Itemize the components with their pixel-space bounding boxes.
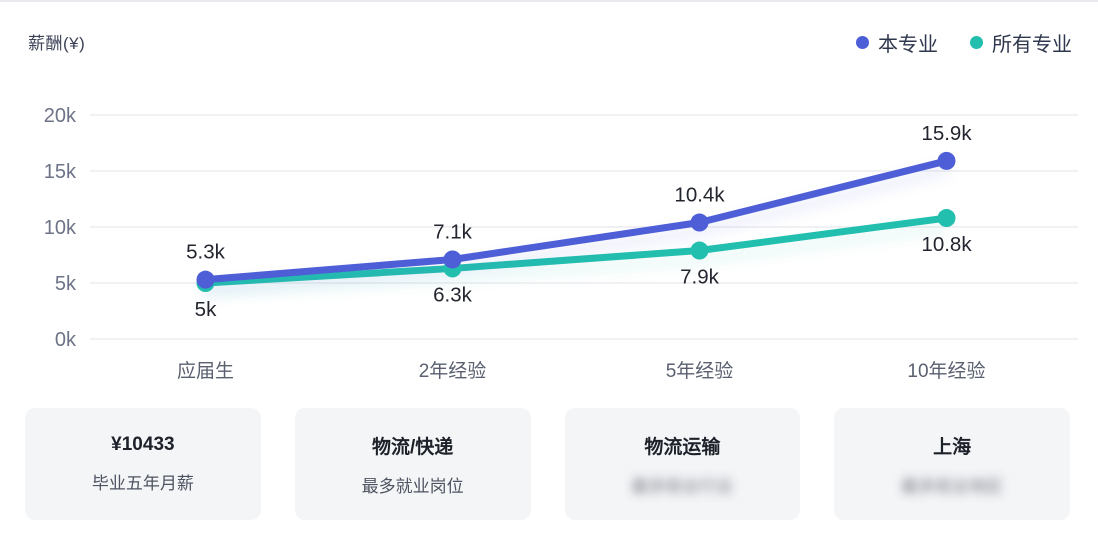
- svg-text:10年经验: 10年经验: [907, 360, 985, 382]
- stat-card-label: 最多就业地区: [901, 476, 1004, 496]
- stat-card-salary-5yr[interactable]: ¥10433 毕业五年月薪: [25, 408, 261, 520]
- svg-text:10.4k: 10.4k: [674, 184, 725, 207]
- legend-label-this-major: 本专业: [878, 34, 938, 56]
- svg-text:2年经验: 2年经验: [419, 360, 487, 382]
- stat-cards-row: ¥10433 毕业五年月薪 物流/快递 最多就业岗位 物流运输 最多就业行业 上…: [25, 408, 1070, 520]
- legend-label-all-majors: 所有专业: [992, 34, 1072, 56]
- svg-text:10.8k: 10.8k: [921, 233, 972, 256]
- chart-legend: 本专业 所有专业: [856, 28, 1072, 57]
- svg-text:6.3k: 6.3k: [433, 283, 472, 306]
- stat-card-value: ¥10433: [111, 434, 175, 455]
- stat-card-value: 物流/快递: [371, 436, 454, 458]
- svg-text:15k: 15k: [44, 161, 77, 183]
- svg-text:应届生: 应届生: [177, 360, 234, 382]
- svg-text:7.1k: 7.1k: [433, 220, 472, 243]
- chart-title: 薪酬(¥): [28, 34, 86, 53]
- svg-text:5.3k: 5.3k: [186, 241, 225, 264]
- svg-text:7.9k: 7.9k: [680, 266, 719, 289]
- svg-text:5k: 5k: [55, 273, 77, 295]
- legend-dot-this-major-icon: [856, 36, 869, 49]
- stat-card-top-job[interactable]: 物流/快递 最多就业岗位: [294, 408, 531, 520]
- svg-text:5年经验: 5年经验: [666, 360, 734, 382]
- legend-item-all-majors[interactable]: 所有专业: [970, 28, 1072, 57]
- stat-card-label: 最多就业岗位: [361, 476, 464, 496]
- stat-card-value: 上海: [933, 436, 972, 458]
- legend-dot-all-majors-icon: [970, 36, 983, 49]
- stat-card-top-city[interactable]: 上海 最多就业地区: [834, 408, 1070, 520]
- legend-item-this-major[interactable]: 本专业: [856, 28, 938, 57]
- svg-text:0k: 0k: [55, 329, 77, 351]
- svg-text:20k: 20k: [44, 105, 77, 127]
- svg-text:10k: 10k: [44, 217, 77, 239]
- stat-card-top-industry[interactable]: 物流运输 最多就业行业: [564, 408, 801, 520]
- stat-card-label: 毕业五年月薪: [91, 474, 194, 493]
- svg-text:15.9k: 15.9k: [921, 122, 972, 145]
- svg-text:5k: 5k: [195, 298, 217, 321]
- stat-card-label: 最多就业行业: [631, 476, 734, 496]
- stat-card-value: 物流运输: [644, 436, 721, 458]
